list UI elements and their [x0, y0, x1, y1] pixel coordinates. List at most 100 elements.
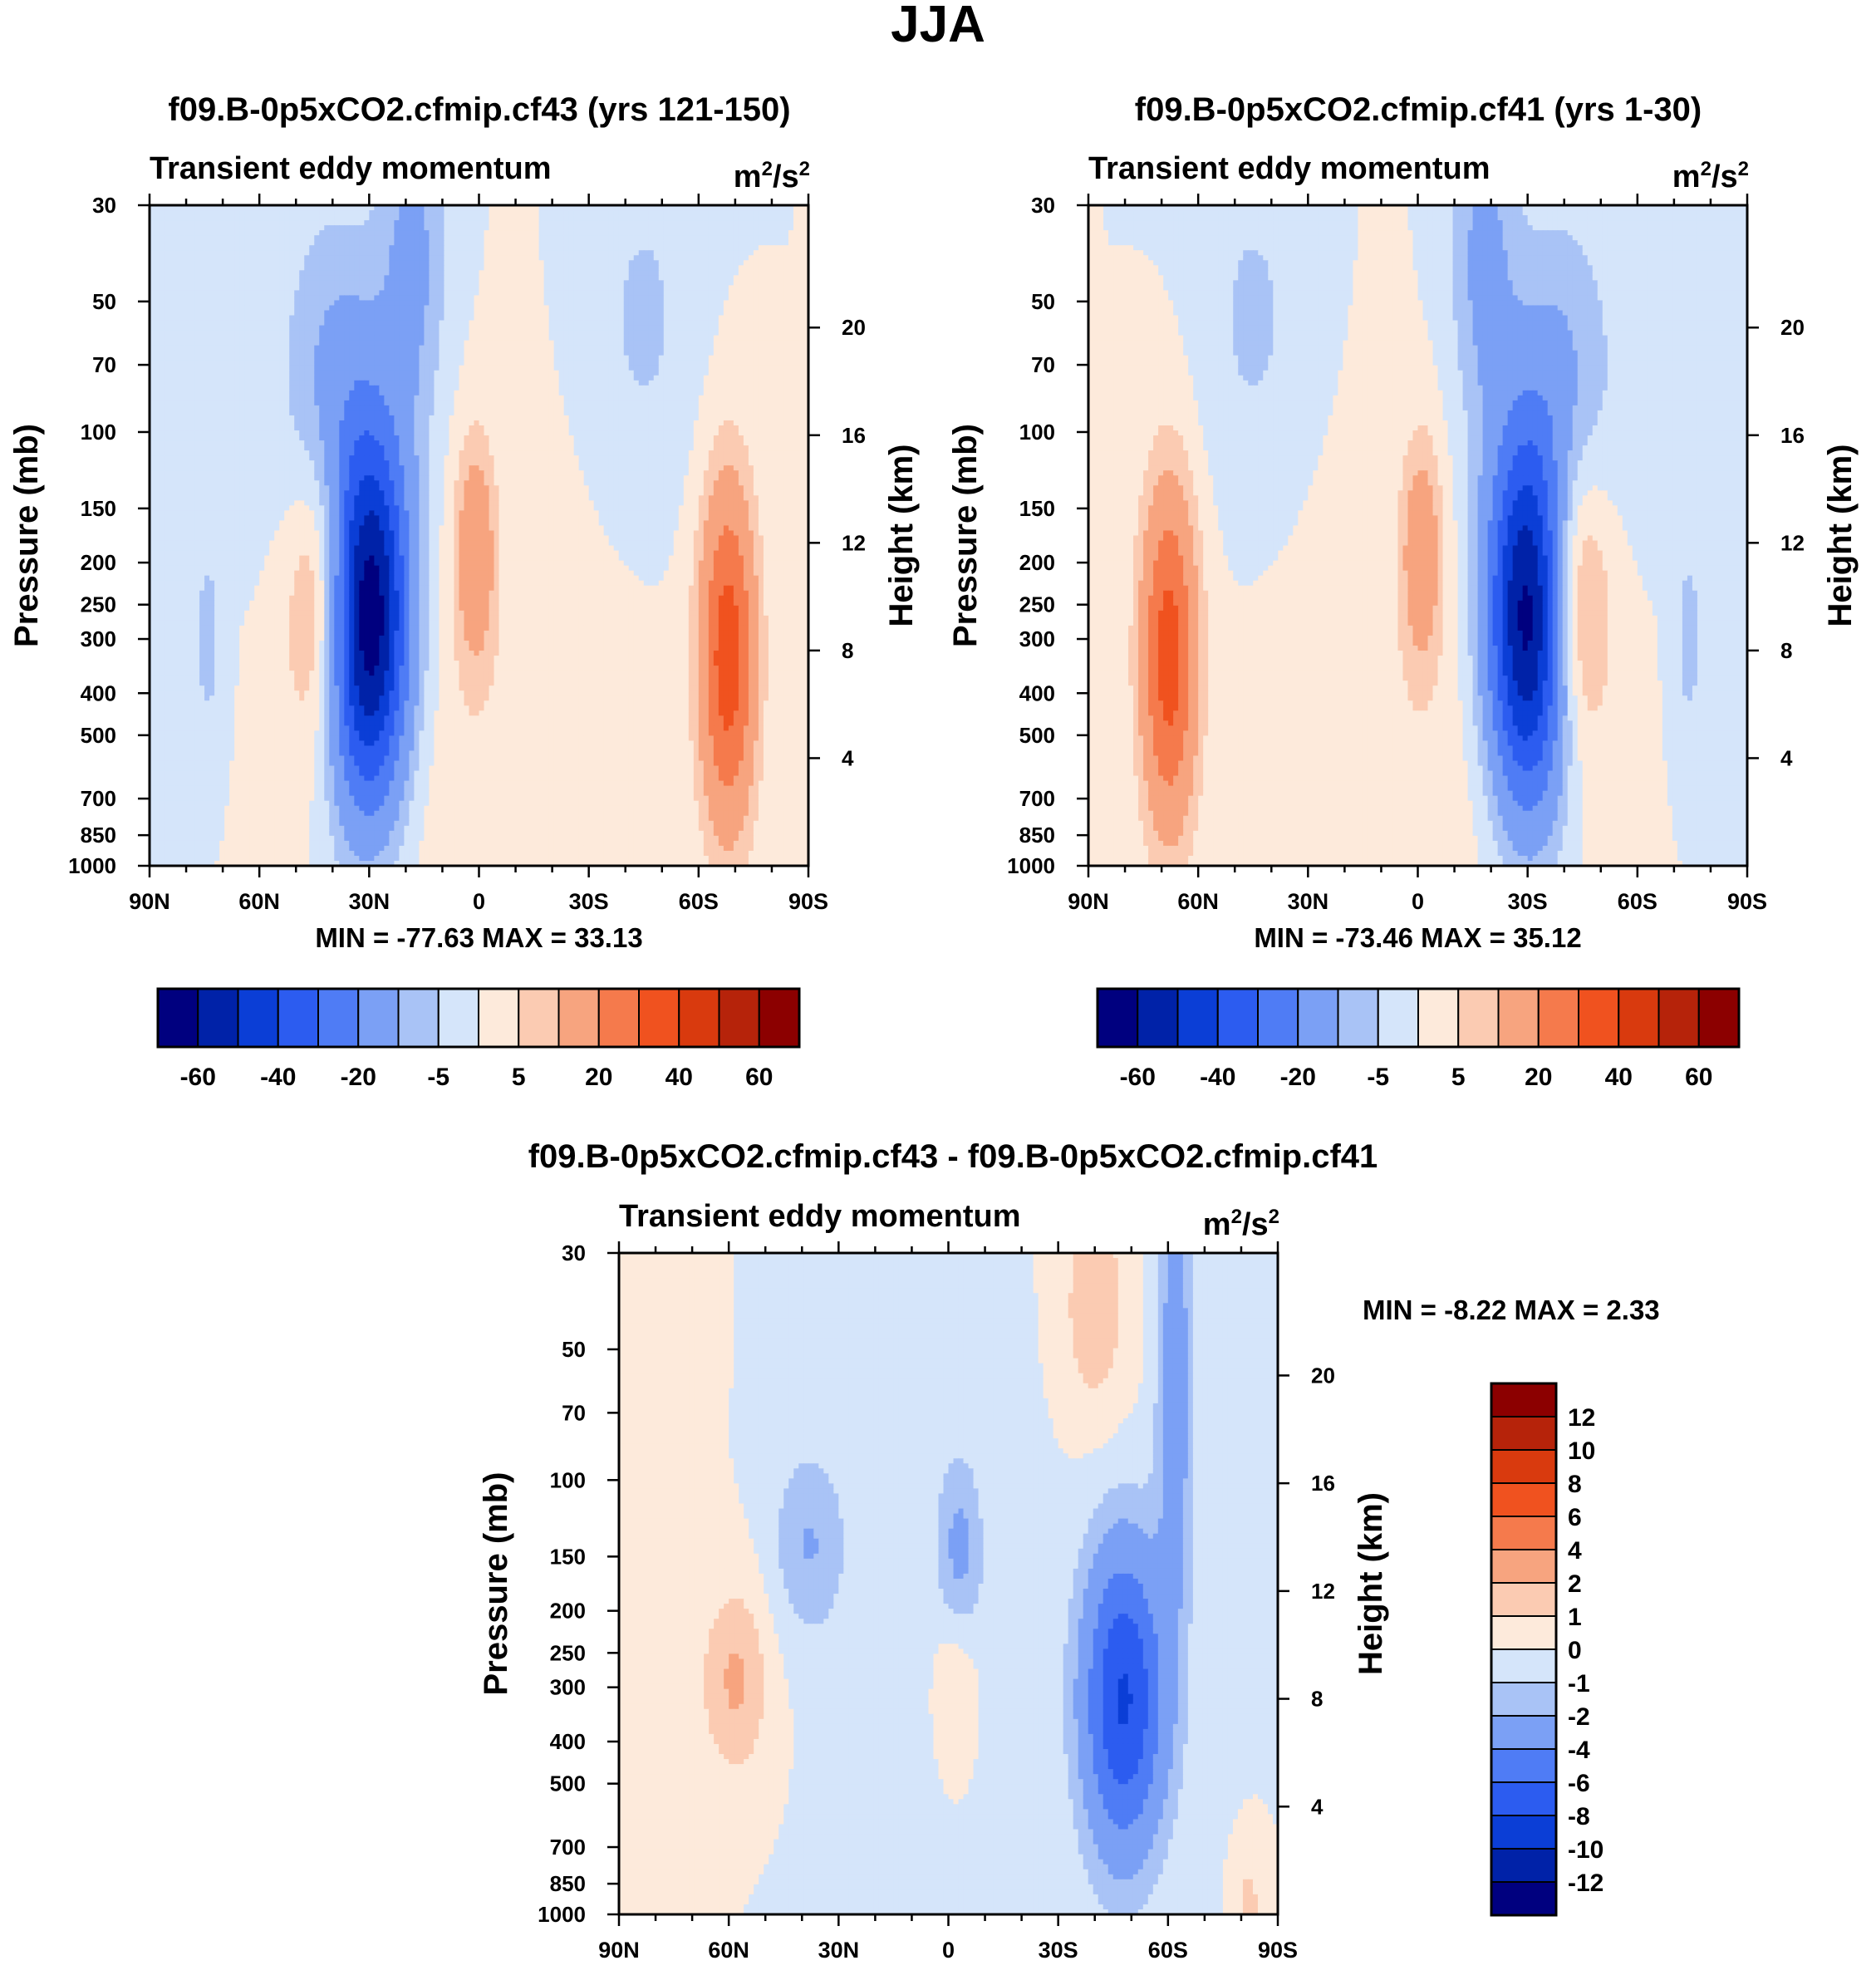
contour-cell — [334, 336, 340, 341]
contour-cell — [214, 386, 220, 391]
contour-cell — [429, 361, 435, 366]
contour-cell — [334, 210, 340, 216]
contour-cell — [704, 326, 710, 332]
contour-cell — [304, 386, 310, 391]
contour-cell — [744, 210, 749, 216]
contour-cell — [369, 275, 375, 281]
contour-cell — [729, 250, 734, 256]
contour-cell — [783, 245, 789, 251]
contour-cell — [494, 366, 500, 371]
contour-cell — [629, 310, 635, 316]
contour-cell — [499, 316, 505, 322]
contour-cell — [589, 351, 595, 356]
contour-cell — [669, 280, 675, 286]
contour-cell — [349, 376, 355, 381]
contour-cell — [444, 215, 449, 221]
contour-cell — [639, 351, 645, 356]
contour-cell — [244, 265, 250, 271]
contour-cell — [564, 346, 570, 351]
contour-cell — [494, 300, 500, 306]
contour-cell — [544, 215, 550, 221]
contour-cell — [344, 250, 350, 256]
contour-cell — [624, 235, 630, 241]
contour-cell — [259, 225, 265, 231]
contour-cell — [709, 250, 715, 256]
contour-cell — [554, 250, 560, 256]
contour-cell — [604, 361, 610, 366]
contour-cell — [264, 316, 270, 322]
contour-cell — [444, 295, 449, 301]
contour-cell — [234, 336, 240, 341]
contour-cell — [359, 376, 365, 381]
contour-cell — [619, 230, 625, 236]
contour-cell — [599, 275, 605, 281]
contour-cell — [604, 356, 610, 361]
contour-cell — [155, 265, 160, 271]
contour-cell — [474, 321, 479, 327]
contour-cell — [274, 210, 280, 216]
contour-cell — [389, 316, 395, 322]
contour-cell — [709, 381, 715, 386]
contour-cell — [734, 331, 739, 337]
contour-cell — [429, 391, 435, 396]
contour-cell — [414, 280, 420, 286]
contour-cell — [679, 381, 685, 386]
contour-cell — [434, 331, 440, 337]
contour-cell — [519, 336, 525, 341]
contour-cell — [739, 290, 744, 296]
contour-cell — [778, 351, 784, 356]
contour-cell — [704, 215, 710, 221]
contour-cell — [474, 341, 479, 346]
contour-cell — [359, 386, 365, 391]
contour-cell — [314, 225, 320, 231]
contour-cell — [189, 215, 195, 221]
contour-cell — [174, 326, 180, 332]
contour-cell — [354, 255, 360, 261]
contour-cell — [454, 265, 459, 271]
contour-cell — [389, 366, 395, 371]
contour-cell — [679, 275, 685, 281]
contour-cell — [624, 280, 630, 286]
contour-cell — [769, 351, 774, 356]
contour-cell — [419, 275, 425, 281]
contour-cell — [379, 295, 385, 301]
contour-cell — [664, 255, 670, 261]
contour-cell — [384, 341, 390, 346]
contour-cell — [729, 346, 734, 351]
contour-cell — [654, 255, 660, 261]
contour-cell — [249, 255, 255, 261]
contour-cell — [664, 250, 670, 256]
contour-cell — [404, 321, 410, 327]
contour-cell — [624, 341, 630, 346]
contour-cell — [654, 295, 660, 301]
contour-cell — [359, 346, 365, 351]
contour-cell — [783, 321, 789, 327]
contour-cell — [429, 225, 435, 231]
contour-cell — [739, 275, 744, 281]
contour-cell — [464, 290, 469, 296]
contour-cell — [659, 210, 665, 216]
contour-cell — [734, 295, 739, 301]
contour-cell — [204, 280, 210, 286]
contour-cell — [259, 341, 265, 346]
contour-cell — [169, 366, 175, 371]
contour-cell — [499, 270, 505, 276]
contour-cell — [639, 361, 645, 366]
contour-cell — [279, 316, 285, 322]
contour-cell — [514, 280, 520, 286]
contour-cell — [614, 310, 620, 316]
contour-cell — [484, 366, 490, 371]
contour-cell — [684, 305, 690, 311]
contour-cell — [574, 356, 580, 361]
contour-cell — [384, 210, 390, 216]
contour-cell — [599, 331, 605, 337]
contour-cell — [614, 225, 620, 231]
contour-cell — [299, 280, 305, 286]
contour-cell — [798, 245, 804, 251]
contour-cell — [699, 230, 705, 236]
contour-cell — [699, 270, 705, 276]
contour-cell — [234, 270, 240, 276]
contour-cell — [299, 376, 305, 381]
contour-cell — [764, 356, 769, 361]
contour-cell — [724, 356, 729, 361]
